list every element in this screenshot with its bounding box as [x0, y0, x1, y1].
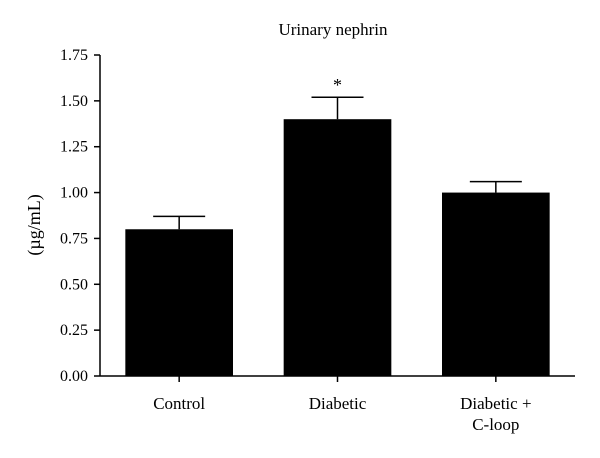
y-tick-label: 0.00	[60, 368, 88, 385]
bar	[442, 192, 550, 376]
x-tick-label: Diabetic +	[460, 394, 531, 413]
y-tick-label: 1.75	[60, 47, 88, 64]
bar	[125, 229, 233, 376]
y-tick-label: 0.50	[60, 276, 88, 293]
x-tick-label: Diabetic	[309, 394, 367, 413]
y-tick-label: 0.25	[60, 322, 88, 339]
y-tick-label: 1.50	[60, 93, 88, 110]
chart-title: Urinary nephrin	[278, 20, 388, 39]
significance-marker: *	[333, 75, 342, 95]
bar	[283, 119, 392, 376]
y-tick-label: 0.75	[60, 230, 88, 247]
y-tick-label: 1.25	[60, 139, 88, 156]
x-tick-label: C-loop	[472, 415, 519, 434]
y-tick-label: 1.00	[60, 185, 88, 202]
x-tick-label: Control	[153, 394, 205, 413]
y-axis-label: (µg/mL)	[24, 194, 45, 255]
